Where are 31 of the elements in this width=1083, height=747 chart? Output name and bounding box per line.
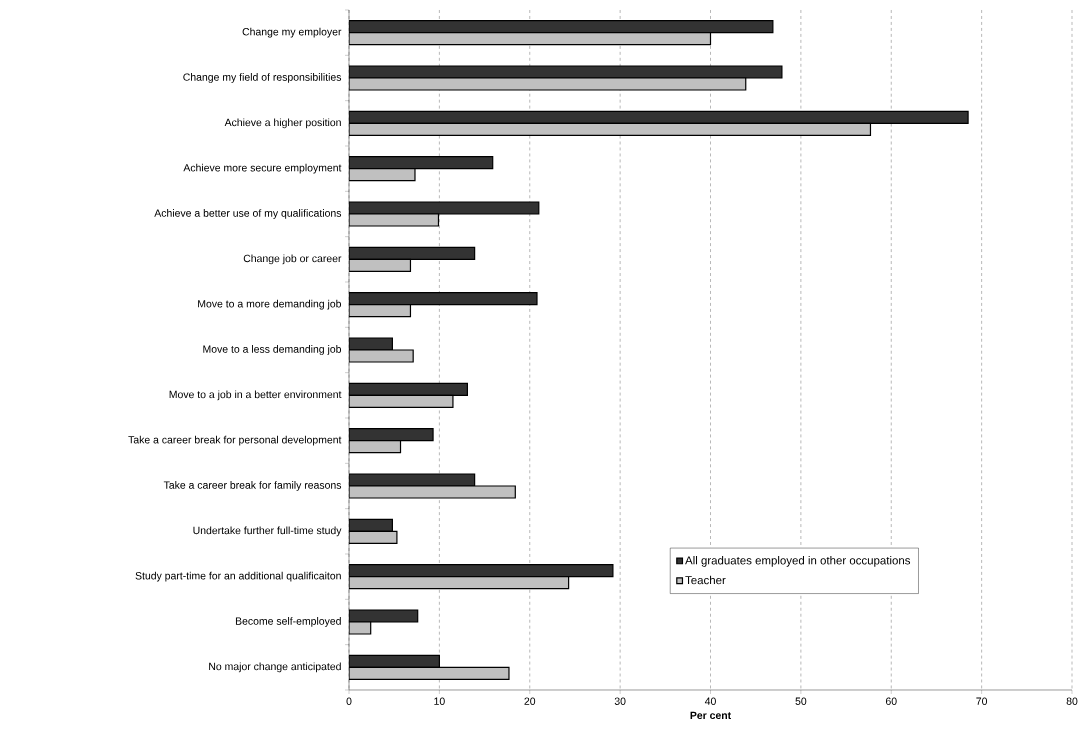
y-tick-label: Study part-time for an additional qualificaiton xyxy=(135,571,341,582)
x-tick-label: 50 xyxy=(795,697,807,705)
x-tick-label: 40 xyxy=(704,697,716,705)
y-tick-label: Achieve a higher position xyxy=(224,118,341,129)
legend-label: Teacher xyxy=(685,575,726,585)
y-tick-label: Move to a job in a better environment xyxy=(169,390,342,401)
x-tick-label: 60 xyxy=(885,697,897,705)
y-tick-label: Change job or career xyxy=(243,254,342,265)
bar xyxy=(349,122,872,136)
legend-label: All graduates employed in other occupations xyxy=(685,556,911,567)
x-tick-label: 30 xyxy=(614,697,626,705)
x-tick-label: 20 xyxy=(524,697,536,705)
y-tick-label: Move to a more demanding job xyxy=(198,299,342,310)
x-tick-label: 70 xyxy=(976,697,988,705)
y-tick-label: Change my employer xyxy=(242,27,342,38)
x-axis-title: Per cent xyxy=(690,711,732,720)
y-tick-label: Achieve more secure employment xyxy=(183,163,342,174)
y-tick-label: Change my field of responsibilities xyxy=(183,73,342,83)
y-tick-label: Undertake further full-time study xyxy=(193,526,342,537)
y-tick-label: Take a career break for family reasons xyxy=(163,481,342,491)
bar xyxy=(349,666,510,680)
y-tick-label: Achieve a better use of my qualifications xyxy=(154,209,342,219)
y-tick-label: Move to a less demanding job xyxy=(203,345,342,355)
y-tick-label: Become self-employed xyxy=(235,617,341,627)
x-tick-label: 80 xyxy=(1066,697,1078,705)
x-tick-label: 10 xyxy=(434,697,445,705)
y-tick-label: No major change anticipated xyxy=(209,662,341,673)
y-tick-label: Take a career break for personal development xyxy=(128,435,342,446)
x-tick-label: 0 xyxy=(346,697,352,705)
bar xyxy=(349,258,412,272)
bar xyxy=(349,394,454,408)
